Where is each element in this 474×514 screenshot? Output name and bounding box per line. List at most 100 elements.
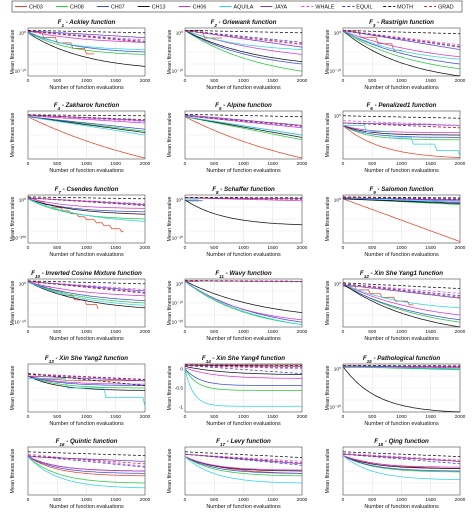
series-line-aquila <box>27 281 146 306</box>
panel-title-sub: 14 <box>206 359 212 364</box>
series-line-moth <box>185 30 302 34</box>
x-tick-label: 1500 <box>425 245 436 251</box>
y-axis-label: Mean fitness value <box>325 30 331 75</box>
x-tick-label: 1000 <box>81 78 92 84</box>
panel-title-sub: 18 <box>378 442 384 447</box>
x-tick-label: 500 <box>53 245 61 251</box>
x-tick-label: 1000 <box>396 161 407 167</box>
series-line-ch07 <box>184 368 302 386</box>
panel-title-sub: 5 <box>219 106 222 111</box>
series-line-grad <box>27 455 146 465</box>
x-tick-label: 1500 <box>267 329 278 335</box>
series-line-ch08 <box>342 30 461 70</box>
panel-10: F10 - Inverted Cosine Mixture function 0 5… <box>10 270 151 342</box>
panel-title-sub: 2 <box>213 23 217 28</box>
x-tick-label: 1500 <box>110 497 121 503</box>
x-tick-label: 0 <box>184 497 187 503</box>
y-tick-label: 10⁻¹⁰ <box>172 69 183 75</box>
panel-title-name: - Pathological function <box>372 355 441 362</box>
series-line-equil <box>184 453 303 466</box>
series-line-moth <box>342 282 461 289</box>
series-line-grad <box>185 197 302 200</box>
series-line-ch06 <box>342 125 460 133</box>
series-line-equil <box>342 453 461 465</box>
series-line-ch07 <box>27 116 146 130</box>
series-line-ch06 <box>27 197 145 209</box>
x-tick-label: 500 <box>210 414 218 420</box>
series-line-ch06 <box>27 30 146 43</box>
x-tick-label: 1000 <box>238 414 249 420</box>
panel-title: F15 - Pathological function <box>363 355 441 364</box>
x-tick-label: 1500 <box>267 78 278 84</box>
series-line-ch07 <box>342 284 461 321</box>
series-line-jaya <box>184 365 302 367</box>
series-line-ch08 <box>184 456 302 477</box>
series-line-grad <box>184 365 302 369</box>
panel-title-sub: 3 <box>373 23 376 28</box>
panel-title: F1 - Ackley function <box>58 19 116 28</box>
series-line-ch13 <box>342 198 460 204</box>
x-tick-label: 0 <box>27 161 30 167</box>
x-tick-label: 1500 <box>425 78 436 84</box>
panel-title-sub: 7 <box>58 190 61 195</box>
series-line-jaya <box>342 30 461 50</box>
series-line-jaya <box>184 30 303 48</box>
series-line-ch13 <box>27 116 146 133</box>
y-tick-label: 10⁻⁵⁰ <box>14 320 26 326</box>
series-line-ch08 <box>184 116 303 141</box>
series-line-whale <box>27 114 146 122</box>
x-axis-label: Number of function evaluations <box>206 252 281 258</box>
legend-label: WHALE <box>315 5 335 11</box>
series-line-ch03 <box>343 30 402 51</box>
panel-title-sub: 6 <box>370 106 373 111</box>
x-axis-label: Number of function evaluations <box>206 336 281 342</box>
series-line-grad <box>343 197 460 200</box>
series-line-whale <box>342 365 460 367</box>
series-line-jaya <box>27 281 146 292</box>
x-tick-label: 1000 <box>238 245 249 251</box>
panel-3: F3 - Rastrigin function 0 500 1000 1500 2000 1… <box>325 19 466 91</box>
x-tick-label: 0 <box>184 329 187 335</box>
x-tick-label: 1000 <box>81 329 92 335</box>
series-line-ch06 <box>342 30 461 58</box>
series-line-grad <box>343 365 460 368</box>
panel-title-sub: 9 <box>373 190 376 195</box>
series-line-whale <box>185 280 302 283</box>
series-line-ch08 <box>342 455 461 473</box>
x-tick-label: 1000 <box>81 245 92 251</box>
series-line-moth <box>185 114 303 118</box>
panel-title-name: - Qing function <box>383 438 429 445</box>
panel-8: F8 - Schaffer function 0 500 1000 1500 2000 10… <box>167 186 308 258</box>
x-tick-label: 0 <box>342 497 345 503</box>
x-tick-label: 2000 <box>455 414 466 420</box>
series-line-jaya <box>343 122 460 126</box>
x-tick-label: 1500 <box>267 161 278 167</box>
y-tick-label: 10⁰ <box>334 114 341 120</box>
series-line-ch06 <box>185 197 303 202</box>
panel-title-name: - Salomon function <box>376 186 434 193</box>
x-tick-label: 1500 <box>425 329 436 335</box>
x-tick-label: 500 <box>53 161 61 167</box>
y-tick-label: 10⁰ <box>176 31 183 37</box>
y-tick-label: 10⁰ <box>176 282 183 288</box>
series-line-ch06 <box>184 456 302 471</box>
series-line-ch08 <box>184 368 302 391</box>
series-line-ch06 <box>343 366 460 369</box>
series-line-ch13 <box>184 30 303 62</box>
x-tick-label: 2000 <box>297 497 308 503</box>
series-line-moth <box>27 451 145 456</box>
x-tick-label: 500 <box>53 497 61 503</box>
series-line-ch13 <box>184 199 303 226</box>
panel-17: F17 - Levy function 0 500 1000 1500 2000 Numbe… <box>167 438 308 510</box>
y-axis-label: Mean fitness value <box>10 30 16 75</box>
series-line-aquila <box>184 30 303 50</box>
y-tick-label: 10⁰ <box>19 198 26 204</box>
series-line-ch06 <box>27 115 146 124</box>
x-tick-label: 500 <box>368 78 376 84</box>
x-tick-label: 1500 <box>267 245 278 251</box>
x-tick-label: 1500 <box>110 329 121 335</box>
panel-title-name: - Wavy function <box>224 270 272 277</box>
series-line-jaya <box>27 114 146 121</box>
